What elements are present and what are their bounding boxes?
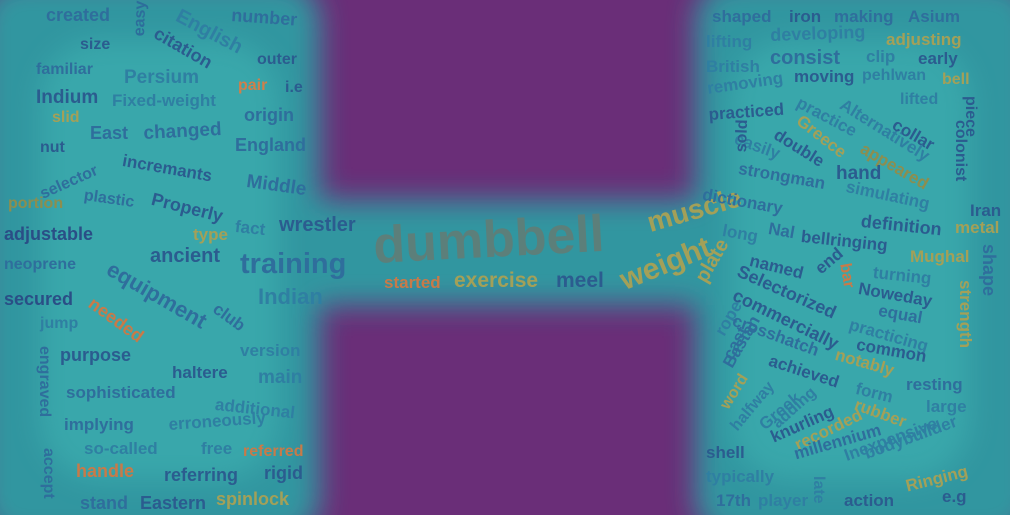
word-sophisticated: sophisticated (66, 383, 176, 402)
word-training: training (240, 248, 347, 280)
word-british: British (706, 57, 760, 76)
word-late: late (810, 476, 827, 504)
word-strength: strength (956, 280, 975, 348)
word-adjustable: adjustable (4, 224, 94, 244)
word-slid: slid (52, 109, 80, 126)
word-iron: iron (789, 7, 822, 26)
word-so-called: so-called (84, 439, 158, 458)
word-accept: accept (40, 448, 57, 499)
word-stand: stand (80, 493, 129, 513)
word-persium: Persium (124, 67, 199, 88)
word-wrestler: wrestler (279, 214, 356, 236)
word-purpose: purpose (60, 345, 132, 365)
word-dumbbell: dumbbell (371, 204, 606, 275)
word-version: version (240, 341, 301, 360)
word-referring: referring (164, 465, 239, 485)
word-fact: fact (234, 217, 267, 240)
word-bar: bar (836, 261, 858, 290)
word-outer: outer (257, 51, 297, 68)
word-metal: metal (955, 218, 1000, 237)
word-fixed-weight: Fixed-weight (112, 91, 216, 110)
word-hand: hand (836, 163, 882, 184)
word-referred: referred (243, 443, 304, 460)
word-bell: bell (942, 71, 970, 88)
word-main: main (258, 367, 303, 388)
word-typically: typically (706, 467, 775, 486)
word-large: large (926, 397, 967, 416)
word-nal: Nal (766, 219, 797, 243)
word-action: action (844, 491, 895, 510)
word-neoprene: neoprene (4, 256, 77, 273)
word-meel: meel (556, 269, 604, 292)
word-england: England (235, 135, 306, 155)
word-developing: developing (769, 21, 866, 45)
word-player: player (758, 491, 809, 510)
word-shape: shape (979, 244, 999, 297)
word-east: East (90, 123, 129, 143)
word-eastern: Eastern (140, 493, 207, 513)
word-consist: consist (770, 47, 841, 69)
word-jump: jump (40, 315, 79, 332)
word-i-e: i.e (285, 79, 303, 96)
word-spinlock: spinlock (216, 489, 290, 509)
word-early: early (918, 49, 958, 68)
word-exercise: exercise (454, 269, 539, 292)
word-ancient: ancient (150, 245, 221, 267)
word-making: making (834, 7, 894, 26)
word-familiar: familiar (36, 61, 93, 78)
word-origin: origin (244, 105, 294, 125)
word-shell: shell (706, 443, 745, 462)
word-adjusting: adjusting (886, 30, 962, 49)
word-haltere: haltere (172, 363, 228, 382)
word-iran: Iran (970, 201, 1002, 220)
word-lifted: lifted (900, 91, 939, 108)
word-mughal: Mughal (910, 247, 970, 266)
word-shaped: shaped (712, 7, 772, 26)
word-free: free (201, 439, 233, 458)
word-portion: portion (8, 195, 64, 212)
word-created: created (46, 5, 111, 25)
word-pehlwan: pehlwan (862, 67, 927, 84)
word-number: number (230, 5, 298, 30)
word-colonist: colonist (952, 120, 969, 182)
word-sold: sold (733, 119, 752, 153)
word-moving: moving (794, 67, 855, 86)
word-rigid: rigid (264, 463, 303, 483)
word-started: started (384, 273, 441, 292)
word-resting: resting (906, 375, 963, 394)
word-type: type (193, 225, 228, 244)
word-clip: clip (866, 47, 896, 66)
word-e-g: e.g (942, 487, 967, 506)
word-lifting: lifting (706, 32, 753, 51)
word-asium: Asium (908, 7, 960, 26)
word-pair: pair (238, 77, 268, 94)
word-nut: nut (40, 139, 65, 156)
word-indium: Indium (36, 87, 99, 108)
word-secured: secured (4, 289, 74, 309)
word-17th: 17th (716, 491, 751, 510)
word-size: size (80, 36, 111, 53)
word-implying: implying (64, 415, 134, 434)
word-engraved: engraved (36, 346, 53, 418)
word-handle: handle (76, 461, 135, 481)
word-indian: Indian (258, 284, 323, 309)
word-changed: changed (142, 118, 223, 144)
word-easy: easy (131, 0, 150, 37)
